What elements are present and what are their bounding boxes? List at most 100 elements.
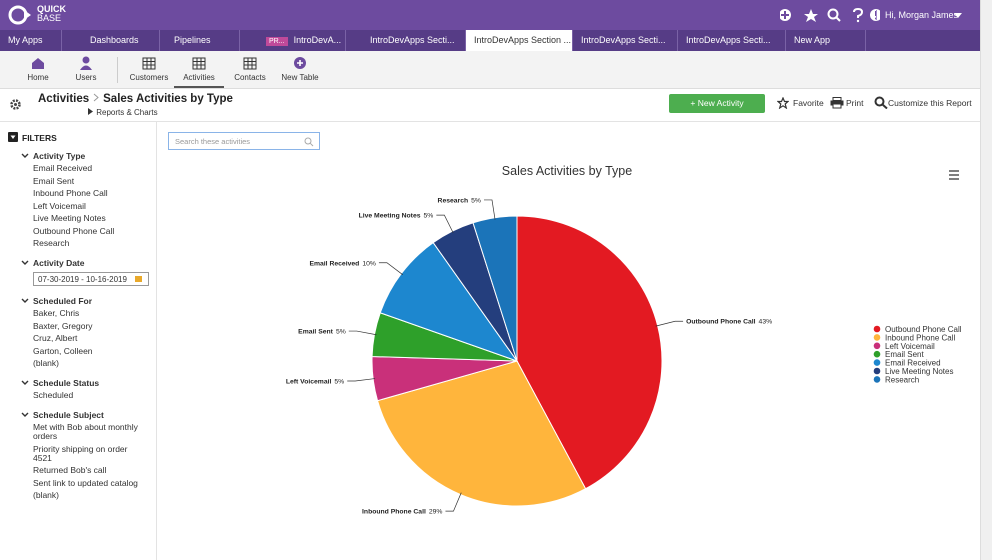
- data-label: Outbound Phone Call 43%: [686, 319, 772, 326]
- logo-icon: [8, 5, 31, 25]
- top-bar: QUICK BASE Hi, Morgan James: [0, 0, 992, 30]
- user-menu[interactable]: Hi, Morgan James: [876, 10, 958, 20]
- legend-label: Left Voicemail: [885, 342, 935, 351]
- filter-item[interactable]: (blank): [33, 358, 59, 368]
- filter-group-title[interactable]: Activity Date: [21, 258, 156, 268]
- breadcrumb-bar: Activities Sales Activities by Type Repor…: [0, 88, 980, 122]
- filter-item[interactable]: Outbound Phone Call: [33, 225, 115, 236]
- caret: [954, 13, 962, 18]
- toolbar-item[interactable]: Users: [61, 51, 111, 88]
- filters-header[interactable]: FILTERS: [8, 132, 156, 143]
- scrollbar[interactable]: [980, 0, 992, 560]
- filter-group: Scheduled For Baker, Chris Baxter, Gregory…: [0, 296, 156, 368]
- toolbar-item[interactable]: Activities: [174, 51, 224, 88]
- filter-group-title[interactable]: Schedule Subject: [21, 410, 156, 420]
- filter-item[interactable]: Email Received: [33, 163, 93, 173]
- filter-item[interactable]: Inbound Phone Call: [33, 188, 108, 198]
- toolbar-item[interactable]: Customers: [124, 51, 174, 88]
- new-activity-button[interactable]: + New Activity: [669, 94, 765, 113]
- filter-group-title[interactable]: Activity Type: [21, 151, 156, 161]
- toolbar-label: Users: [75, 73, 97, 82]
- data-label: Live Meeting Notes 5%: [359, 213, 434, 220]
- reports-link[interactable]: Reports & Charts: [88, 108, 158, 117]
- tab-label: IntroDevApps Section ...: [474, 35, 572, 45]
- search-box[interactable]: Search these activities: [168, 132, 320, 150]
- toolbar-item[interactable]: Contacts: [225, 51, 275, 88]
- chevron: [21, 380, 29, 385]
- customize[interactable]: Customize this Report: [888, 98, 972, 108]
- settings-icon[interactable]: [10, 99, 21, 110]
- filter-item[interactable]: Returned Bob's call: [33, 465, 107, 475]
- tab[interactable]: PR... IntroDevA...: [258, 30, 346, 51]
- tab-label: Dashboards: [90, 35, 139, 45]
- label-category: Email Received: [309, 260, 359, 267]
- toolbar-icon: [142, 57, 156, 70]
- filter-item[interactable]: Priority shipping on order 4521: [33, 443, 128, 463]
- reports-text[interactable]: Reports & Charts: [96, 108, 158, 117]
- filter-item[interactable]: (blank): [33, 490, 59, 500]
- label-category: Left Voicemail: [286, 379, 332, 386]
- print-icon[interactable]: [830, 97, 844, 109]
- filter-item[interactable]: Met with Bob about monthly orders: [33, 422, 138, 441]
- customize-icon[interactable]: [874, 96, 888, 109]
- toolbar-item[interactable]: New Table: [275, 51, 325, 88]
- chart-title: Sales Activities by Type: [502, 164, 632, 178]
- data-label: Inbound Phone Call 29%: [362, 509, 442, 516]
- filter-item[interactable]: Sent link to updated catalog: [33, 477, 138, 488]
- toolbar-icon: [294, 57, 306, 69]
- tab-label: My Apps: [8, 35, 43, 45]
- filter-item[interactable]: Baxter, Gregory: [33, 320, 93, 331]
- top-icons[interactable]: [780, 7, 880, 23]
- toolbar-label: Home: [27, 73, 49, 82]
- legend-label: Live Meeting Notes: [885, 367, 953, 376]
- label-category: Live Meeting Notes: [359, 213, 421, 220]
- date-input[interactable]: 07-30-2019 - 10-16-2019: [33, 272, 149, 286]
- filter-item[interactable]: Cruz, Albert: [33, 333, 78, 343]
- toolbar-label: New Table: [281, 73, 319, 82]
- label-category: Outbound Phone Call: [686, 319, 756, 326]
- tab[interactable]: IntroDevApps Secti...: [678, 30, 786, 51]
- tab[interactable]: Dashboards: [82, 30, 160, 51]
- filter-item[interactable]: Garton, Colleen: [33, 345, 93, 356]
- separator: [117, 57, 118, 83]
- legend-marker: [873, 350, 881, 358]
- logo-text[interactable]: QUICK: [37, 4, 66, 14]
- tab-label: IntroDevA...: [293, 35, 342, 45]
- label-category: Inbound Phone Call: [362, 509, 426, 516]
- tab[interactable]: IntroDevApps Secti...: [573, 30, 678, 51]
- table-toolbar: Home Users Customers Activities Contacts New …: [0, 51, 980, 89]
- filter-group: Schedule Subject Met with Bob about month…: [0, 410, 156, 500]
- filter-group-title[interactable]: Schedule Status: [21, 378, 156, 388]
- chevron: [21, 412, 29, 417]
- tab[interactable]: My Apps: [0, 30, 62, 51]
- filter-item[interactable]: Baker, Chris: [33, 308, 80, 318]
- favorite-icon[interactable]: [777, 97, 789, 109]
- legend-label: Research: [885, 375, 919, 384]
- toolbar-item[interactable]: Home: [13, 51, 63, 88]
- logo-text[interactable]: BASE: [37, 13, 62, 23]
- filter-item[interactable]: Left Voicemail: [33, 200, 86, 211]
- legend-label: Inbound Phone Call: [885, 333, 956, 342]
- print[interactable]: Print: [846, 98, 864, 108]
- filter-item[interactable]: Research: [33, 238, 70, 248]
- tab[interactable]: IntroDevApps Section ...: [466, 30, 573, 51]
- legend-marker: [873, 376, 881, 383]
- favorite[interactable]: Favorite: [793, 98, 824, 108]
- toolbar-icon: [32, 58, 44, 69]
- label-connector: [483, 199, 496, 220]
- filters-title: FILTERS: [22, 133, 57, 143]
- filter-groups: Activity Type Email Received Email Sent Inb…: [0, 151, 156, 500]
- chart-menu[interactable]: [949, 170, 959, 180]
- tab-label: IntroDevApps Secti...: [581, 35, 666, 45]
- filter-item[interactable]: Email Sent: [33, 175, 75, 186]
- filter-group-title[interactable]: Scheduled For: [21, 296, 156, 306]
- label-connector: [378, 262, 404, 276]
- filter-item[interactable]: Live Meeting Notes: [33, 213, 106, 223]
- tab[interactable]: New App: [786, 30, 866, 51]
- data-label: Left Voicemail 5%: [286, 379, 344, 386]
- tab[interactable]: Pipelines: [166, 30, 240, 51]
- table-link[interactable]: Activities: [38, 93, 90, 105]
- tab[interactable]: IntroDevApps Secti...: [362, 30, 466, 51]
- filter-item[interactable]: Scheduled: [33, 390, 74, 400]
